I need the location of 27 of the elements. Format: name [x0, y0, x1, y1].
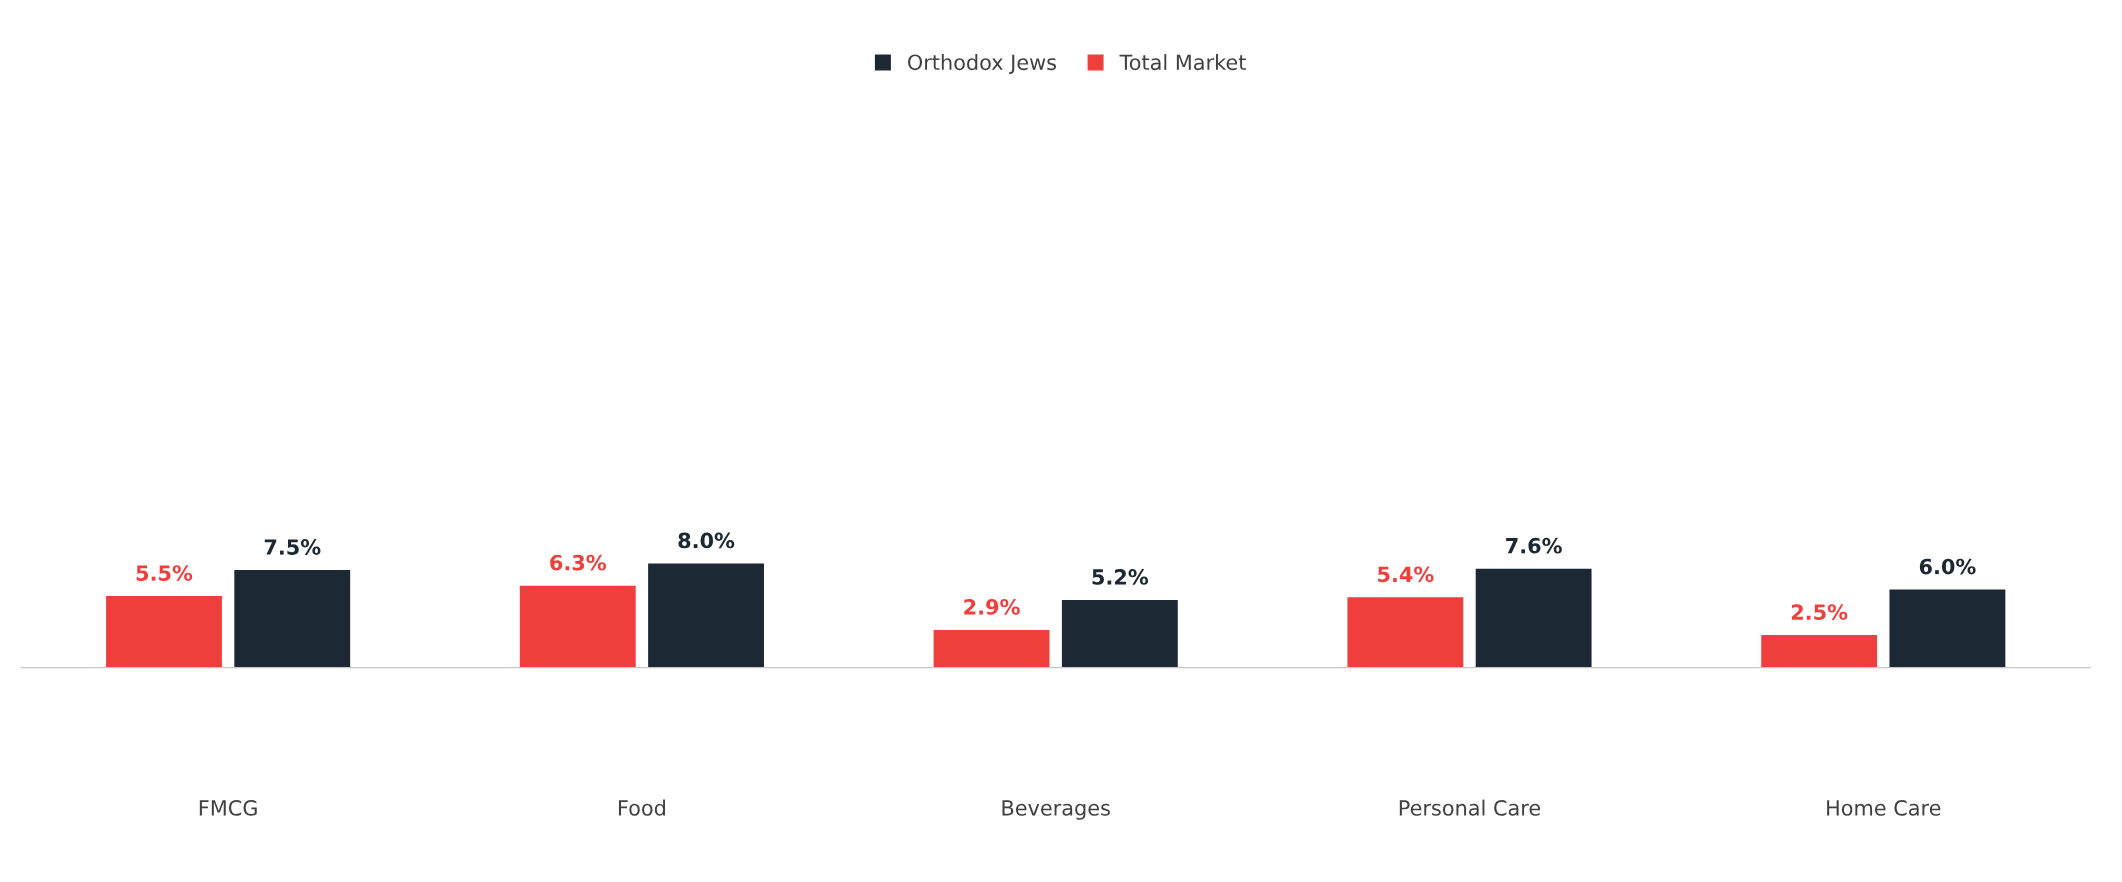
bar: [1475, 568, 1592, 668]
data-label: 5.4%: [1378, 566, 1434, 583]
bar: [1889, 589, 2006, 668]
bar: [519, 585, 636, 668]
data-label: 6.3%: [550, 554, 606, 571]
bar: [1347, 597, 1464, 668]
bar: [106, 596, 222, 668]
x-tick-label: Personal Care: [1399, 799, 1541, 816]
legend-label: Total Market: [1119, 54, 1246, 71]
bar: [1061, 599, 1178, 668]
data-label: 2.5%: [1791, 604, 1848, 620]
data-label: 5.5%: [136, 565, 193, 581]
x-tick-label: Home Care: [1827, 799, 1941, 816]
data-label: 5.2%: [1092, 569, 1149, 585]
data-label: 6.0%: [1919, 558, 1976, 575]
bar: [933, 629, 1050, 668]
x-tick-label: FMCG: [199, 799, 257, 816]
x-tick-label: Beverages: [1002, 800, 1110, 820]
data-label: 8.0%: [678, 532, 735, 549]
bar: [234, 570, 351, 668]
x-tick-label: Food: [618, 799, 665, 816]
data-label: 2.9%: [964, 599, 1020, 615]
data-label: 7.5%: [264, 539, 321, 555]
legend-label: Orthodox Jews: [908, 54, 1057, 75]
bar: [1761, 635, 1878, 668]
data-label: 7.6%: [1506, 537, 1562, 554]
bar: [648, 563, 764, 668]
